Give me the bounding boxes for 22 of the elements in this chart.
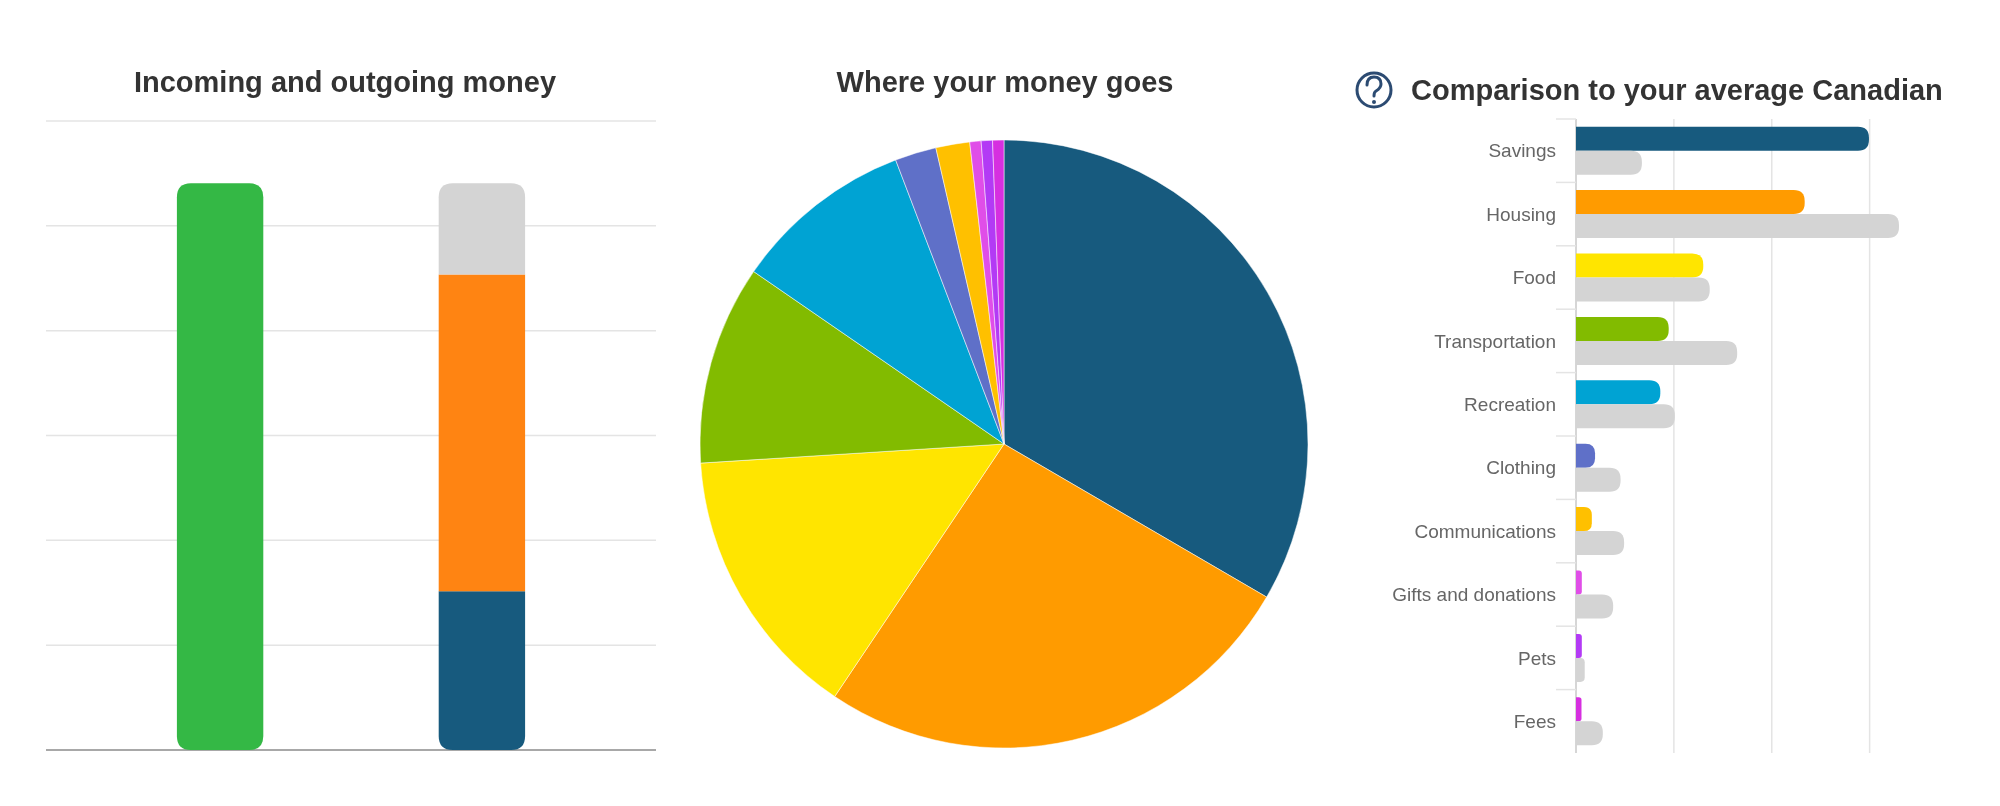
bar	[1576, 253, 1704, 278]
y-tick-label: Fees	[1513, 710, 1556, 732]
bar	[1576, 633, 1582, 658]
chart-title: Comparison to your average Canadian	[1411, 74, 1943, 106]
bar	[1576, 126, 1869, 151]
bar	[1576, 316, 1669, 341]
bar	[1576, 697, 1582, 722]
y-tick-label: Transportation	[1434, 330, 1556, 352]
bar	[1576, 190, 1805, 215]
y-tick-label: Recreation	[1464, 393, 1556, 415]
y-tick-label: Communications	[1414, 520, 1556, 542]
bar	[1576, 380, 1661, 405]
y-tick-label: Pets	[1517, 647, 1556, 669]
y-tick-label: Housing	[1486, 203, 1556, 225]
bar	[1576, 570, 1582, 595]
chart-title: Where your money goes	[836, 66, 1174, 98]
y-tick-label: Savings	[1488, 140, 1556, 162]
y-tick-label: Food	[1512, 267, 1556, 289]
y-tick-label: Gifts and donations	[1392, 584, 1556, 606]
y-tick-label: Clothing	[1486, 457, 1556, 479]
bar	[1576, 507, 1592, 532]
chart-title: Incoming and outgoing money	[133, 66, 557, 98]
